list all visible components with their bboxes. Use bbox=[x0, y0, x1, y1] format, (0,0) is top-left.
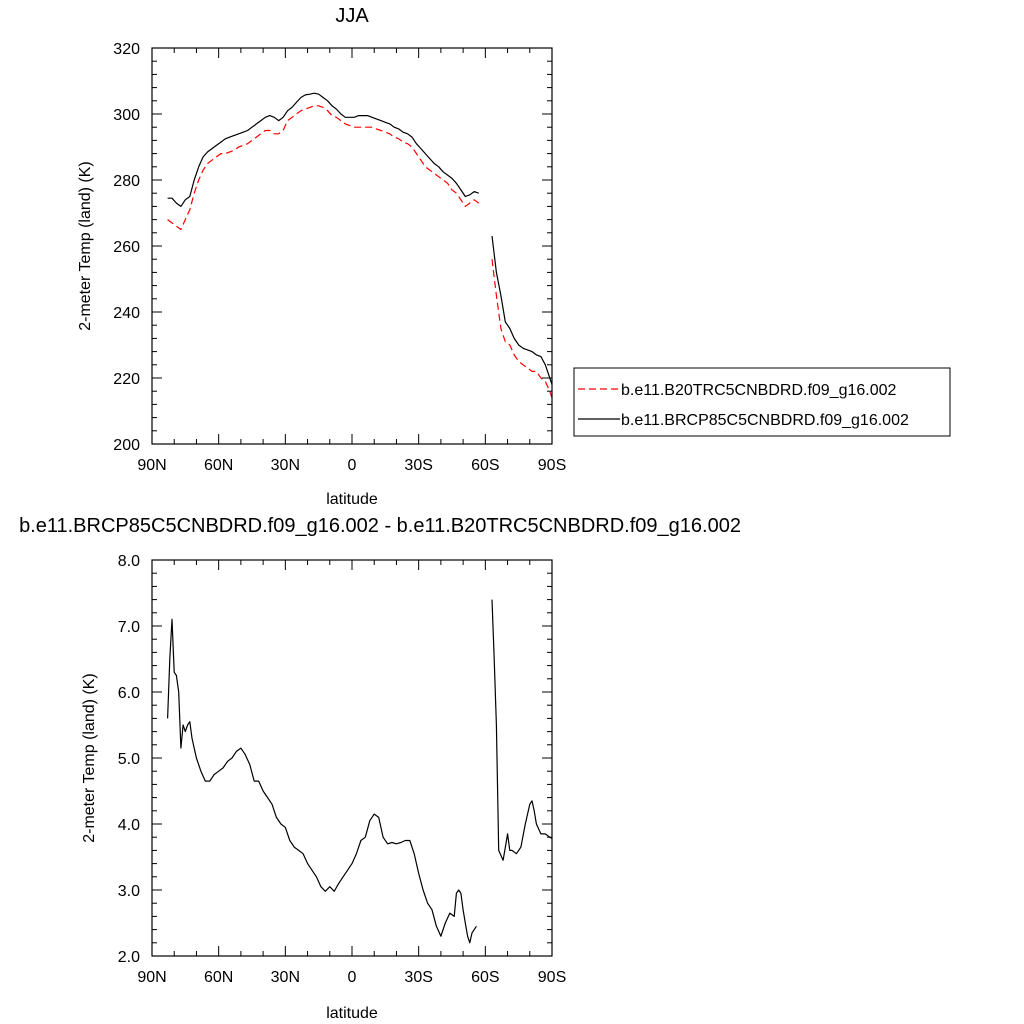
bottom-plot-lines bbox=[167, 599, 553, 944]
top-y-axis-label: 2-meter Temp (land) (K) bbox=[77, 161, 94, 331]
top-series-0-segment-0 bbox=[167, 105, 480, 231]
top-series-1-segment-0 bbox=[167, 92, 479, 207]
top-y-tick-label: 300 bbox=[113, 107, 140, 124]
legend: b.e11.B20TRC5CNBDRD.f09_g16.002 b.e11.BR… bbox=[573, 367, 951, 437]
bottom-y-tick-label: 8.0 bbox=[118, 553, 140, 570]
top-x-tick-label: 90S bbox=[538, 457, 566, 474]
top-x-tick-label: 0 bbox=[348, 457, 357, 474]
bottom-y-tick-label: 6.0 bbox=[118, 685, 140, 702]
top-y-tick-label: 200 bbox=[113, 437, 140, 454]
top-y-tick-label: 280 bbox=[113, 173, 140, 190]
top-plot-lines bbox=[167, 92, 553, 398]
top-x-axis-label: latitude bbox=[326, 491, 378, 508]
bottom-series-0-segment-0 bbox=[167, 618, 477, 944]
bottom-y-tick-label: 3.0 bbox=[118, 883, 140, 900]
bottom-y-tick-label: 5.0 bbox=[118, 751, 140, 768]
bottom-x-tick-label: 30S bbox=[404, 969, 432, 986]
top-y-tick-label: 240 bbox=[113, 305, 140, 322]
bottom-y-tick-label: 2.0 bbox=[118, 949, 140, 966]
top-chart-title: JJA bbox=[335, 5, 369, 27]
top-series-0-segment-1 bbox=[491, 259, 553, 398]
bottom-x-axis-label: latitude bbox=[326, 1005, 378, 1022]
top-y-tick-label: 220 bbox=[113, 371, 140, 388]
bottom-y-tick-label: 7.0 bbox=[118, 619, 140, 636]
top-y-tick-label: 260 bbox=[113, 239, 140, 256]
bottom-x-tick-label: 60N bbox=[204, 969, 233, 986]
bottom-y-tick-label: 4.0 bbox=[118, 817, 140, 834]
bottom-axis-ticks: 90N 60N 30N 0 30S 60S 90S 2.0 3.0 4.0 5.0 6.0 7.0 8.0 bbox=[118, 553, 566, 986]
top-x-tick-label: 60N bbox=[204, 457, 233, 474]
top-panel: JJA latitude 2-meter Temp (land) (K) 90N… bbox=[77, 5, 566, 508]
legend-label-brcp85: b.e11.BRCP85C5CNBDRD.f09_g16.002 bbox=[621, 412, 909, 429]
top-series-1-segment-1 bbox=[491, 236, 553, 385]
bottom-x-tick-label: 90S bbox=[538, 969, 566, 986]
bottom-panel: b.e11.BRCP85C5CNBDRD.f09_g16.002 - b.e11… bbox=[19, 515, 741, 1022]
bottom-x-tick-label: 30N bbox=[271, 969, 300, 986]
top-plot-frame bbox=[151, 47, 553, 445]
bottom-series-0-segment-1 bbox=[491, 599, 553, 861]
top-x-tick-label: 60S bbox=[471, 457, 499, 474]
bottom-x-tick-label: 0 bbox=[348, 969, 357, 986]
bottom-x-tick-label: 60S bbox=[471, 969, 499, 986]
bottom-plot-frame bbox=[151, 559, 553, 957]
top-y-tick-label: 320 bbox=[113, 41, 140, 58]
top-x-tick-label: 30S bbox=[404, 457, 432, 474]
bottom-x-tick-label: 90N bbox=[137, 969, 166, 986]
legend-box bbox=[573, 367, 951, 437]
bottom-y-axis-label: 2-meter Temp (land) (K) bbox=[81, 673, 98, 843]
top-x-tick-label: 30N bbox=[271, 457, 300, 474]
bottom-chart-title: b.e11.BRCP85C5CNBDRD.f09_g16.002 - b.e11… bbox=[19, 515, 741, 537]
top-x-tick-label: 90N bbox=[137, 457, 166, 474]
top-axis-ticks: 90N 60N 30N 0 30S 60S 90S 200 220 240 260 280 300 320 bbox=[113, 41, 566, 474]
legend-label-b20trc: b.e11.B20TRC5CNBDRD.f09_g16.002 bbox=[621, 382, 897, 399]
